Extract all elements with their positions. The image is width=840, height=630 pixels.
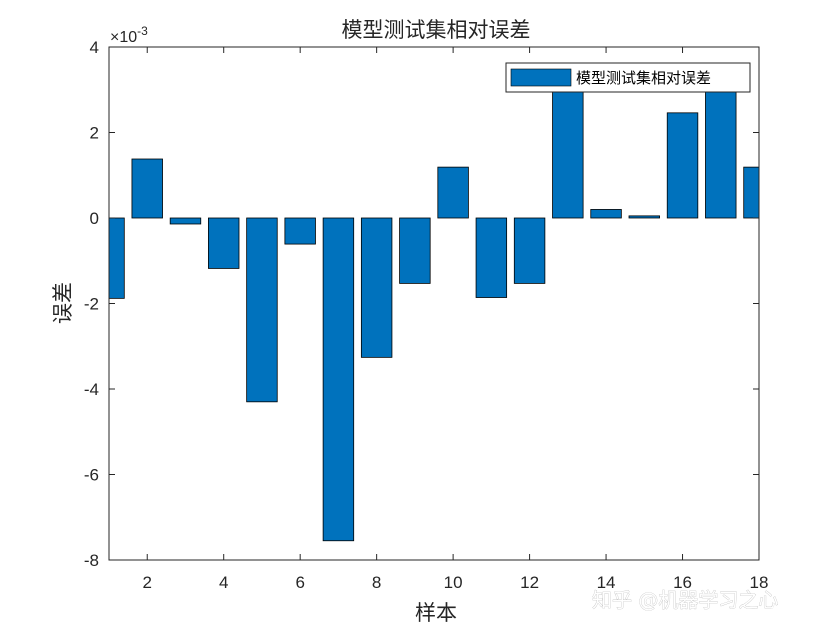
y-axis-label: 误差 bbox=[51, 282, 75, 324]
ticks-group: 2 4 6 8 10 12 14 16 18 -8 -6 -4 -2 0 2 4 bbox=[84, 38, 769, 592]
bar-14 bbox=[590, 209, 622, 219]
y-tick-label: -2 bbox=[84, 295, 99, 314]
bar-2 bbox=[131, 158, 163, 219]
x-tick-label: 4 bbox=[219, 573, 228, 592]
y-exponent-label: ×10-3 bbox=[110, 24, 148, 46]
bar-11 bbox=[475, 217, 508, 298]
bar-17 bbox=[705, 85, 737, 219]
bar-7 bbox=[322, 217, 355, 542]
legend-swatch bbox=[510, 68, 572, 87]
watermark: 知乎 @机器学习之心 bbox=[592, 588, 778, 612]
bar-13 bbox=[552, 72, 584, 219]
x-tick-label: 16 bbox=[673, 573, 692, 592]
x-tick-label: 12 bbox=[520, 573, 539, 592]
bar-3 bbox=[169, 217, 202, 225]
bar-16 bbox=[666, 112, 699, 219]
y-tick-label: -8 bbox=[84, 551, 99, 570]
x-tick-label: 14 bbox=[597, 573, 616, 592]
bar-10 bbox=[437, 166, 469, 219]
bar-8 bbox=[360, 217, 393, 358]
bar-4 bbox=[208, 217, 240, 269]
x-tick-label: 8 bbox=[372, 573, 381, 592]
bar-5 bbox=[246, 217, 278, 403]
x-tick-label: 18 bbox=[750, 573, 769, 592]
bar-15 bbox=[628, 215, 660, 219]
y-tick-label: 2 bbox=[90, 124, 99, 143]
chart-title: 模型测试集相对误差 bbox=[342, 18, 531, 42]
bar-9 bbox=[399, 217, 431, 284]
y-exponent-power: -3 bbox=[137, 24, 148, 38]
legend-entry: 模型测试集相对误差 bbox=[576, 69, 711, 87]
y-exponent-base: ×10 bbox=[110, 29, 137, 46]
y-tick-label: 0 bbox=[90, 209, 99, 228]
x-tick-label: 2 bbox=[143, 573, 152, 592]
y-tick-label: 4 bbox=[90, 38, 99, 57]
legend: 模型测试集相对误差 bbox=[505, 62, 751, 93]
x-tick-label: 10 bbox=[444, 573, 463, 592]
x-tick-label: 6 bbox=[295, 573, 304, 592]
bar-12 bbox=[513, 217, 546, 284]
x-axis-label: 样本 bbox=[415, 601, 457, 625]
bars-group bbox=[109, 72, 759, 542]
y-tick-label: -6 bbox=[84, 466, 99, 485]
y-tick-label: -4 bbox=[84, 380, 99, 399]
bar-6 bbox=[284, 217, 316, 245]
bar-1 bbox=[109, 217, 125, 299]
